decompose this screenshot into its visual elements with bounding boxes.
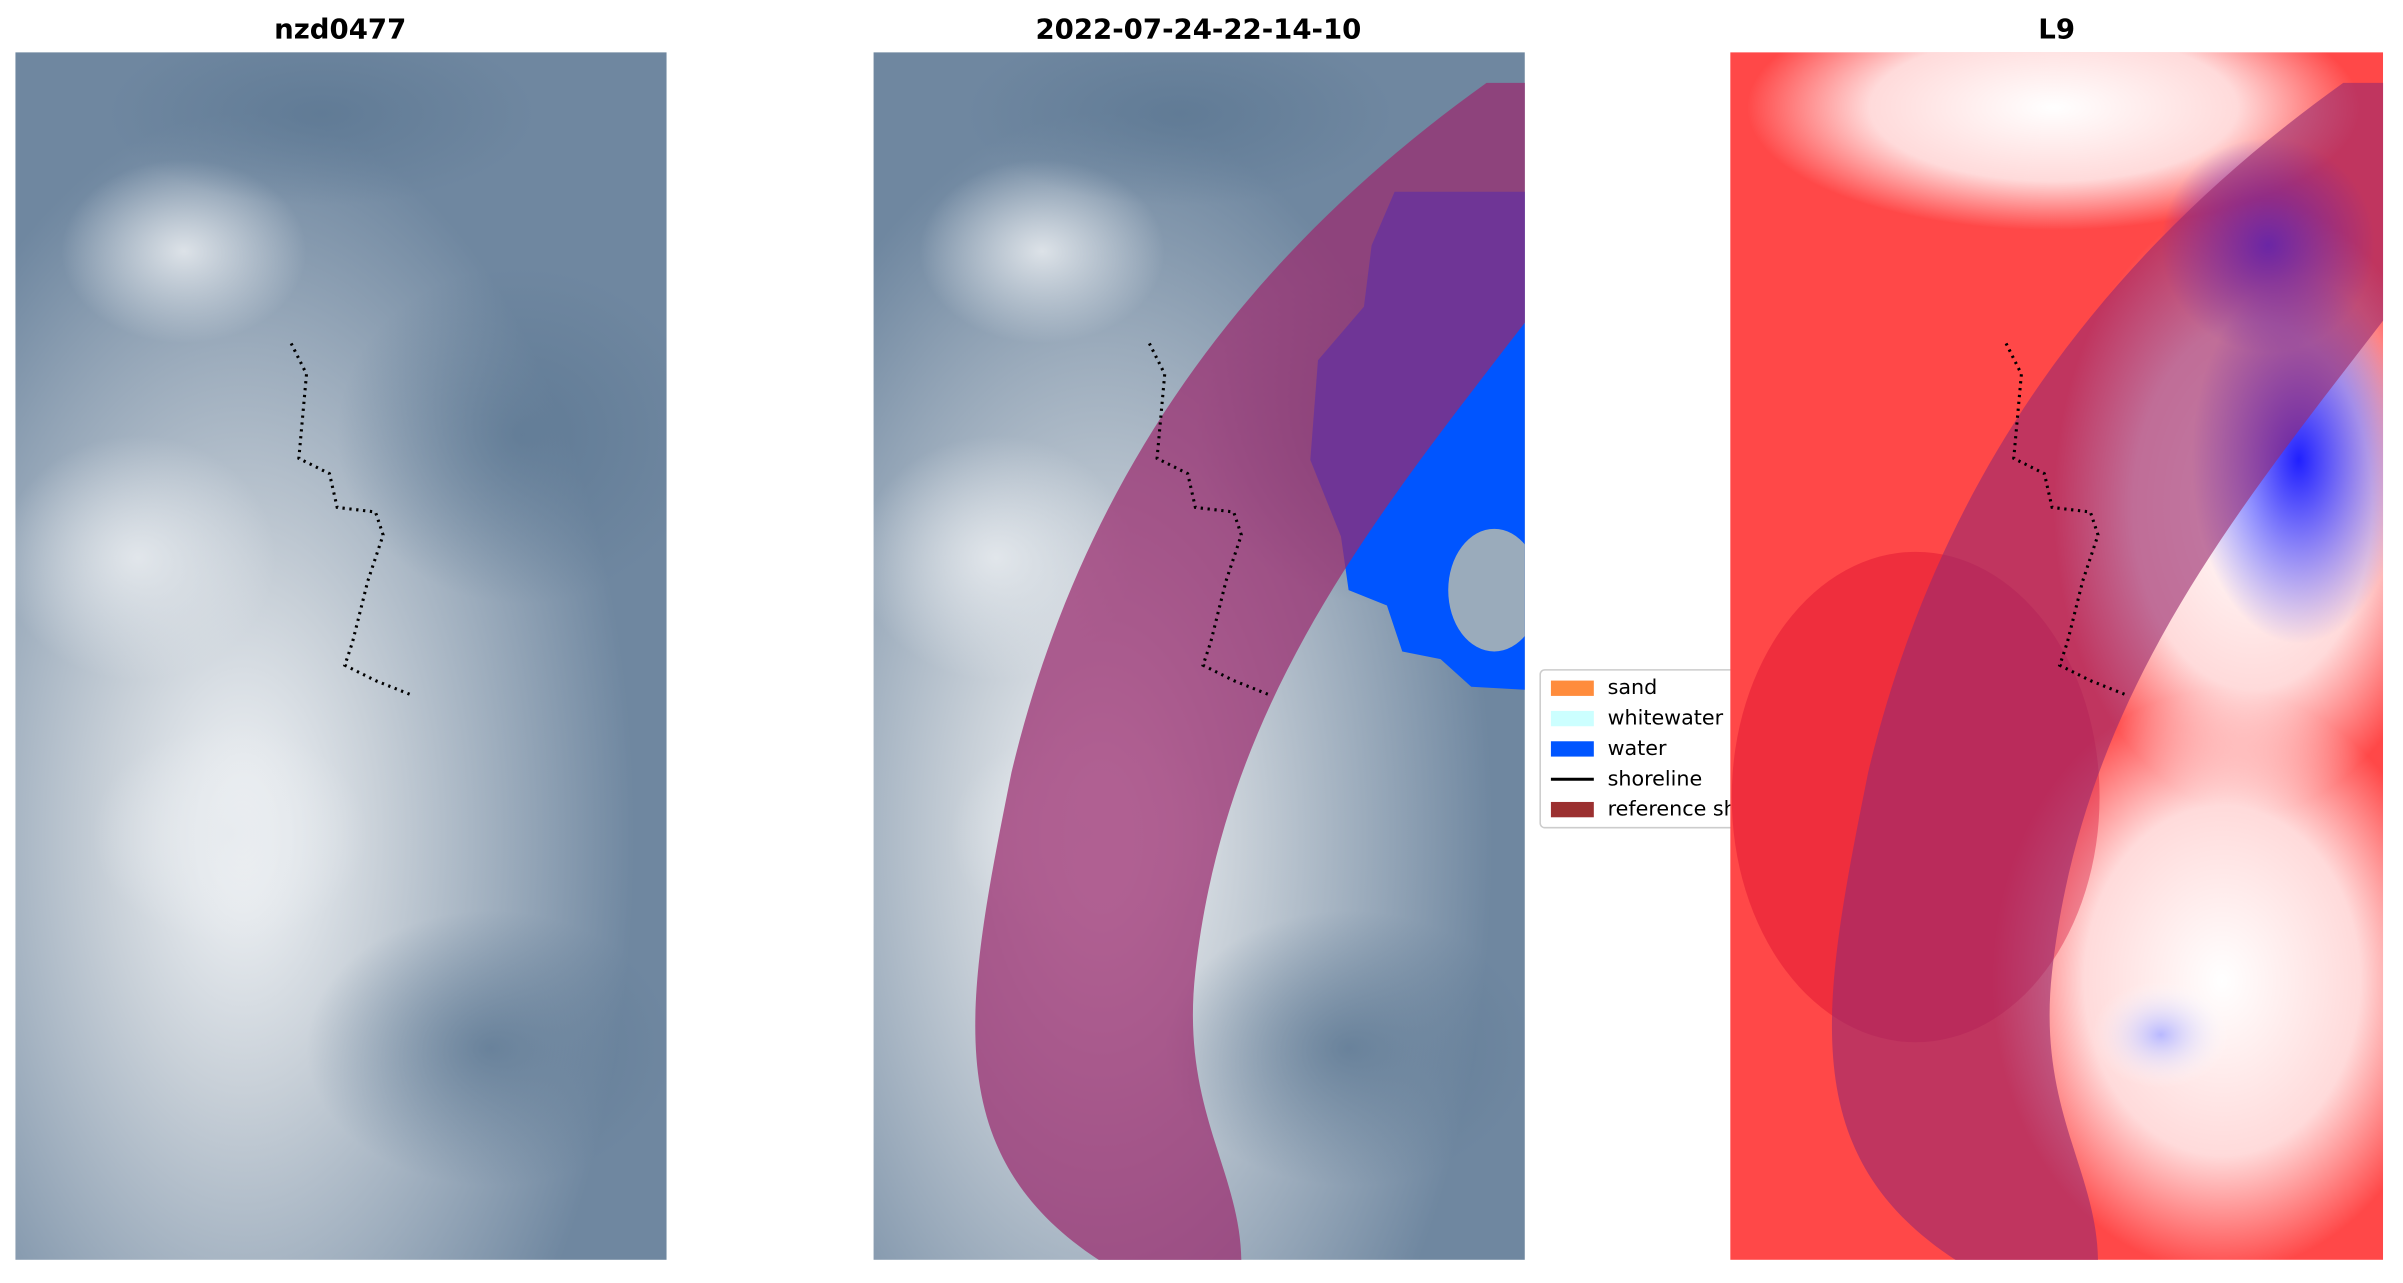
legend-label: whitewater bbox=[1608, 706, 1724, 730]
legend-swatch bbox=[1550, 801, 1594, 818]
legend-swatch bbox=[1550, 710, 1594, 727]
panel-title: 2022-07-24-22-14-10 bbox=[1035, 12, 1361, 45]
legend: sand whitewater water shoreline reference sh bbox=[1539, 669, 1741, 829]
panel-title: L9 bbox=[2038, 12, 2075, 45]
index-image bbox=[1992, 689, 2384, 1260]
legend-label: sand bbox=[1608, 675, 1658, 699]
legend-swatch bbox=[1550, 741, 1594, 757]
panel-classified bbox=[873, 52, 1525, 1260]
index-image bbox=[2091, 980, 2230, 1089]
legend-label: reference sh bbox=[1608, 797, 1737, 821]
satellite-image bbox=[1448, 528, 1525, 652]
legend-swatch bbox=[1550, 680, 1594, 696]
legend-label: water bbox=[1608, 736, 1667, 760]
panel-index bbox=[1730, 52, 2384, 1260]
panel-title: nzd0477 bbox=[274, 12, 406, 45]
panel-rgb bbox=[15, 52, 667, 1260]
legend-label: shoreline bbox=[1608, 766, 1703, 790]
